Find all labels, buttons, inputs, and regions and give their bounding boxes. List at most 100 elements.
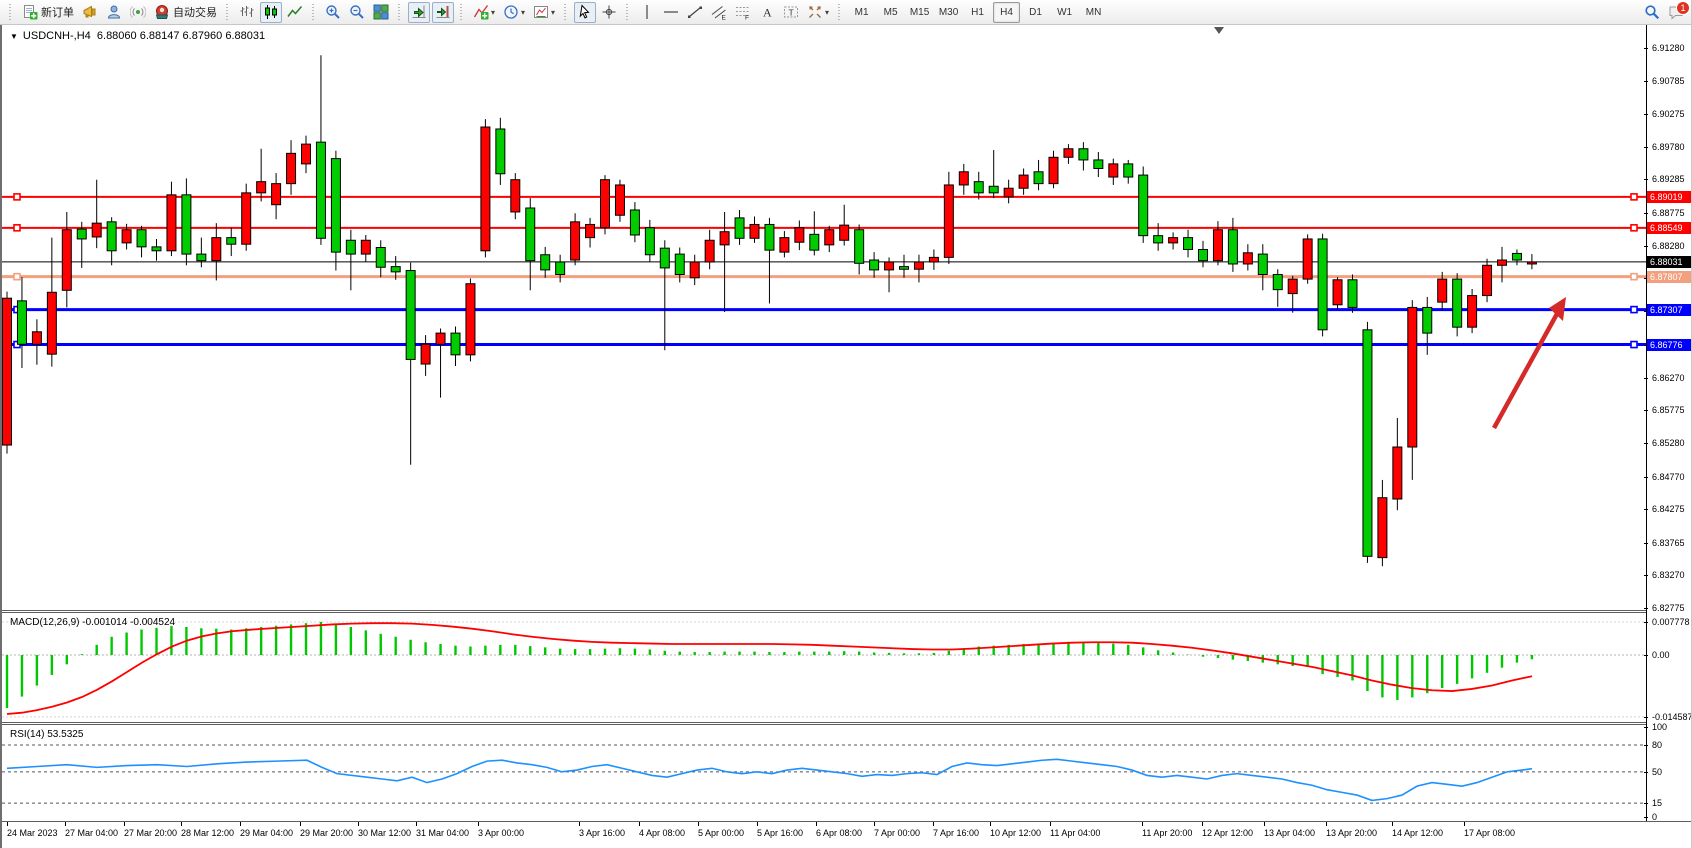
timeframe-m15-button[interactable]: M15 xyxy=(909,6,930,18)
bar-chart-button[interactable] xyxy=(236,2,258,23)
new-order-button[interactable]: 新订单 xyxy=(19,2,77,23)
candle-body xyxy=(286,152,297,185)
auto-scroll-button[interactable] xyxy=(408,1,430,23)
search-button[interactable] xyxy=(1641,2,1663,23)
channel-icon: E xyxy=(711,6,727,20)
line-endpoint-handle[interactable] xyxy=(13,193,21,201)
indicators-button[interactable]: ▾ xyxy=(470,2,498,23)
notifications-button[interactable]: 1 xyxy=(1665,0,1690,23)
line-endpoint-handle[interactable] xyxy=(13,224,21,232)
candle-body xyxy=(1018,174,1029,189)
rsi-panel-canvas[interactable] xyxy=(2,725,1646,820)
time-tick-label: 13 Apr 04:00 xyxy=(1264,828,1316,838)
zoom-in-button[interactable] xyxy=(322,2,344,23)
price-axis[interactable]: 6.91280 6.90785 6.90275 6.89780 6.89285 6.887… xyxy=(1643,25,1691,822)
candle-body xyxy=(1257,253,1268,276)
label-button[interactable]: T xyxy=(780,2,802,23)
price-level-badge: 6.87307 xyxy=(1647,303,1691,316)
price-tick-label: 6.84770 xyxy=(1644,471,1685,482)
timeframe-m5-button[interactable]: M5 xyxy=(883,6,898,18)
time-tick-label: 12 Apr 12:00 xyxy=(1202,828,1254,838)
toolbar-group-handle[interactable] xyxy=(226,4,230,20)
rsi-tick-label: 50 xyxy=(1643,766,1663,777)
templates-button[interactable]: ▾ xyxy=(530,2,558,23)
candle-body xyxy=(1227,229,1238,265)
toolbar-group-handle[interactable] xyxy=(838,4,843,20)
fibonacci-button[interactable]: F xyxy=(732,2,754,23)
candle-body xyxy=(91,222,102,238)
timeframe-m1-button[interactable]: M1 xyxy=(854,6,869,18)
candle-body xyxy=(1153,235,1164,244)
signals-button[interactable] xyxy=(127,2,149,23)
candle-body xyxy=(360,239,371,255)
candle-body xyxy=(1212,229,1223,262)
label-icon: T xyxy=(784,6,799,18)
candle-body xyxy=(899,266,909,270)
candlestick-chart-button[interactable] xyxy=(260,1,282,23)
line-endpoint-handle[interactable] xyxy=(1630,272,1638,281)
line-endpoint-handle[interactable] xyxy=(1630,305,1638,314)
arrows-button[interactable]: ▾ xyxy=(804,2,832,23)
candle-body xyxy=(734,217,745,239)
candle-body xyxy=(495,128,506,175)
account-button[interactable] xyxy=(103,2,125,23)
candle-body xyxy=(196,253,207,262)
timeframe-mn-button[interactable]: MN xyxy=(1085,6,1102,18)
account-icon xyxy=(107,5,121,19)
toolbar-group-handle[interactable] xyxy=(9,4,13,20)
chart-shift-button[interactable] xyxy=(432,1,454,23)
chevron-down-icon: ▾ xyxy=(521,7,526,17)
ohlc-values: 6.88060 6.88147 6.87960 6.88031 xyxy=(96,30,266,42)
price-level-badge: 6.89019 xyxy=(1647,190,1691,203)
time-axis[interactable]: 24 Mar 2023 27 Mar 04:00 27 Mar 20:00 28 Ma… xyxy=(2,821,1691,848)
announcement-button[interactable] xyxy=(79,2,101,23)
svg-text:T: T xyxy=(789,8,794,18)
toolbar-group-handle[interactable] xyxy=(312,4,316,20)
chart-shift-marker[interactable] xyxy=(1214,27,1224,34)
text-button[interactable]: A xyxy=(756,2,778,23)
time-tick-label: 11 Apr 20:00 xyxy=(1142,828,1193,838)
line-endpoint-handle[interactable] xyxy=(1630,224,1638,232)
rsi-tick-label: 80 xyxy=(1643,740,1663,751)
crosshair-button[interactable] xyxy=(598,2,620,23)
zoom-out-button[interactable] xyxy=(346,2,368,23)
svg-text:A: A xyxy=(763,6,772,20)
line-endpoint-handle[interactable] xyxy=(1630,340,1638,349)
candles-icon xyxy=(265,5,277,19)
line-chart-button[interactable] xyxy=(284,2,306,23)
timeframe-m30-button[interactable]: M30 xyxy=(938,6,959,18)
timeframe-d1-button[interactable]: D1 xyxy=(1029,6,1042,18)
line-endpoint-handle[interactable] xyxy=(13,272,21,281)
price-tick-label: 6.83765 xyxy=(1644,537,1685,548)
periods-button[interactable]: ▾ xyxy=(500,2,528,23)
toolbar-group-handle[interactable] xyxy=(626,4,631,20)
chevron-down-icon[interactable]: ▼ xyxy=(10,32,18,41)
candle-body xyxy=(106,221,117,252)
trendline-button[interactable] xyxy=(684,2,706,23)
timeframe-w1-button[interactable]: W1 xyxy=(1057,6,1073,18)
cursor-button[interactable] xyxy=(574,1,597,23)
macd-panel-canvas[interactable] xyxy=(2,613,1646,722)
time-tick xyxy=(65,822,66,826)
channel-button[interactable]: E xyxy=(708,2,730,23)
panel-splitter[interactable] xyxy=(2,722,1691,725)
price-chart-canvas[interactable] xyxy=(2,25,1646,613)
toolbar-group-handle[interactable] xyxy=(460,4,464,20)
vline-button[interactable] xyxy=(636,2,658,23)
autotrade-button[interactable]: 自动交易 xyxy=(151,2,220,23)
toolbar-group-handle[interactable] xyxy=(398,4,402,20)
timeframe-h1-button[interactable]: H1 xyxy=(971,6,984,18)
toolbar-group-handle[interactable] xyxy=(564,4,569,20)
announce-icon xyxy=(83,5,96,18)
trend-arrow-annotation[interactable] xyxy=(1492,310,1560,430)
candle-body xyxy=(869,259,880,271)
tile-windows-button[interactable] xyxy=(370,2,392,23)
panel-splitter[interactable] xyxy=(2,610,1691,613)
line-endpoint-handle[interactable] xyxy=(1630,193,1638,201)
candle-body xyxy=(719,231,730,246)
candle-body xyxy=(61,229,72,291)
hline-button[interactable] xyxy=(660,2,682,23)
time-tick xyxy=(1264,822,1265,826)
autoscroll-icon xyxy=(412,5,426,18)
timeframe-h4-button[interactable]: H4 xyxy=(993,1,1021,23)
